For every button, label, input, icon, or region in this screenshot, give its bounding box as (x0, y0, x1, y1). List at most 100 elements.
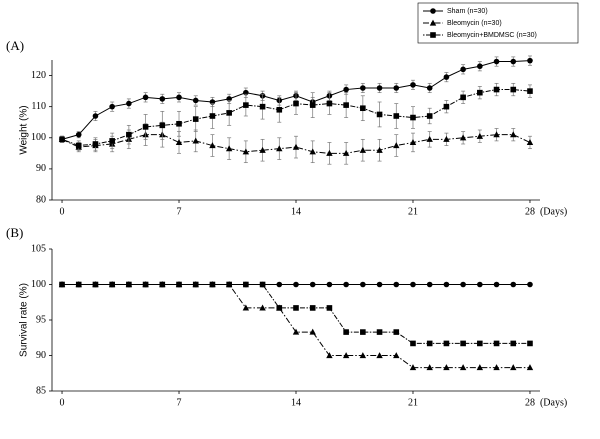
marker (477, 281, 483, 288)
marker (493, 86, 500, 93)
marker (59, 281, 65, 288)
marker (360, 281, 366, 288)
marker (393, 113, 400, 119)
marker (410, 281, 416, 288)
marker (410, 340, 416, 347)
marker (309, 102, 316, 108)
marker (109, 138, 115, 144)
marker (526, 139, 534, 146)
marker (225, 145, 233, 152)
panel-label: (B) (6, 225, 23, 240)
marker (376, 352, 383, 359)
marker (360, 85, 366, 91)
marker (376, 85, 383, 91)
marker (75, 131, 82, 138)
marker (293, 305, 299, 311)
marker (460, 94, 466, 101)
marker (192, 137, 199, 144)
x-tick-label: 0 (60, 206, 65, 217)
legend-marker (430, 32, 436, 38)
marker (326, 352, 333, 359)
marker (493, 364, 500, 371)
x-tick-label: 14 (291, 206, 301, 217)
marker (276, 145, 283, 152)
x-tick-label: 14 (291, 397, 301, 408)
marker (510, 131, 517, 138)
marker (477, 63, 483, 70)
marker (209, 113, 216, 119)
legend-box (417, 2, 579, 44)
series-line (62, 284, 530, 344)
marker (459, 134, 467, 141)
marker (476, 132, 484, 139)
marker (460, 340, 466, 347)
marker (92, 281, 99, 288)
legend-label: Bleomycin (n=30) (447, 20, 502, 27)
marker (493, 131, 500, 138)
x-tick-label: 7 (177, 206, 182, 217)
marker (242, 148, 250, 155)
marker (59, 136, 65, 143)
panel-label: (A) (6, 38, 24, 53)
y-axis-label: Survival rate (%) (19, 283, 30, 357)
marker (426, 85, 433, 91)
marker (159, 281, 166, 288)
marker (376, 146, 383, 153)
marker (192, 281, 199, 288)
marker (226, 281, 232, 288)
marker (276, 106, 283, 113)
marker (443, 103, 450, 110)
marker (276, 281, 283, 288)
marker (292, 328, 300, 335)
marker (376, 281, 383, 288)
marker (493, 281, 500, 288)
marker (292, 143, 300, 150)
series-line (62, 284, 530, 369)
marker (477, 340, 483, 347)
marker (259, 146, 266, 153)
y-axis-label: Weight (%) (19, 105, 30, 154)
marker (342, 149, 350, 156)
marker (326, 281, 333, 288)
marker (393, 85, 400, 91)
marker (342, 352, 350, 359)
marker (192, 116, 199, 122)
marker (92, 113, 99, 119)
marker (360, 329, 366, 335)
marker (376, 329, 383, 335)
marker (410, 114, 416, 121)
x-tick-label: 21 (408, 206, 418, 217)
marker (209, 281, 216, 288)
marker (259, 304, 266, 311)
marker (309, 328, 316, 335)
marker (526, 364, 534, 371)
marker (426, 340, 433, 347)
marker (226, 110, 232, 116)
marker (126, 281, 132, 288)
y-tick-label: 100 (31, 279, 46, 290)
marker (259, 103, 266, 110)
marker (376, 111, 383, 118)
y-tick-label: 120 (31, 70, 46, 81)
marker (510, 86, 517, 93)
marker (393, 281, 400, 288)
marker (309, 281, 316, 288)
marker (192, 97, 199, 104)
marker (443, 135, 450, 142)
marker (510, 281, 517, 288)
marker (326, 149, 333, 156)
x-tick-label: 28 (525, 206, 535, 217)
x-tick-label: 21 (408, 397, 418, 408)
marker (393, 352, 400, 359)
x-tick-label: 28 (525, 397, 535, 408)
x-tick-label: 7 (177, 397, 182, 408)
legend-marker (430, 8, 436, 14)
y-tick-label: 85 (36, 385, 46, 396)
marker (443, 364, 450, 371)
marker (293, 281, 299, 288)
x-axis-label: (Days) (540, 206, 567, 217)
legend-marker (429, 19, 437, 26)
marker (75, 281, 82, 288)
marker (360, 105, 366, 112)
